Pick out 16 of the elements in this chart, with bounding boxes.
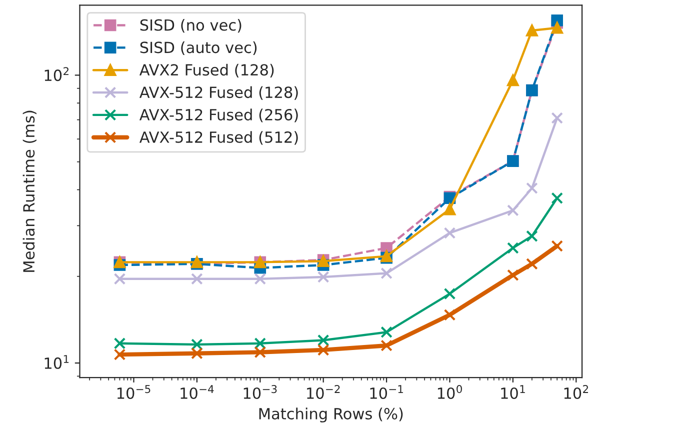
x-tick-label: 10$^{−2}$ <box>307 385 340 400</box>
x-tick-label: 10$^{1}$ <box>501 385 525 400</box>
x-tick-label: 10$^{−5}$ <box>117 385 150 400</box>
legend-label: AVX-512 Fused (128) <box>139 86 298 100</box>
legend-label: AVX-512 Fused (512) <box>139 131 298 145</box>
legend-label: AVX-512 Fused (256) <box>139 108 298 122</box>
x-tick-label: 10$^{−3}$ <box>244 385 277 400</box>
legend-label: SISD (no vec) <box>140 18 242 33</box>
x-tick-label: 10$^{−1}$ <box>370 385 403 400</box>
legend-label: AVX2 Fused (128) <box>139 64 274 78</box>
x-tick-label: 10$^{0}$ <box>438 385 462 400</box>
x-tick-label: 10$^{−4}$ <box>180 385 214 400</box>
x-axis-title: Matching Rows (%) <box>259 408 403 422</box>
x-tick-label: 10$^{2}$ <box>564 385 588 400</box>
legend-label: SISD (auto vec) <box>140 41 257 56</box>
y-axis-title: Median Runtime (ms) <box>22 110 36 272</box>
